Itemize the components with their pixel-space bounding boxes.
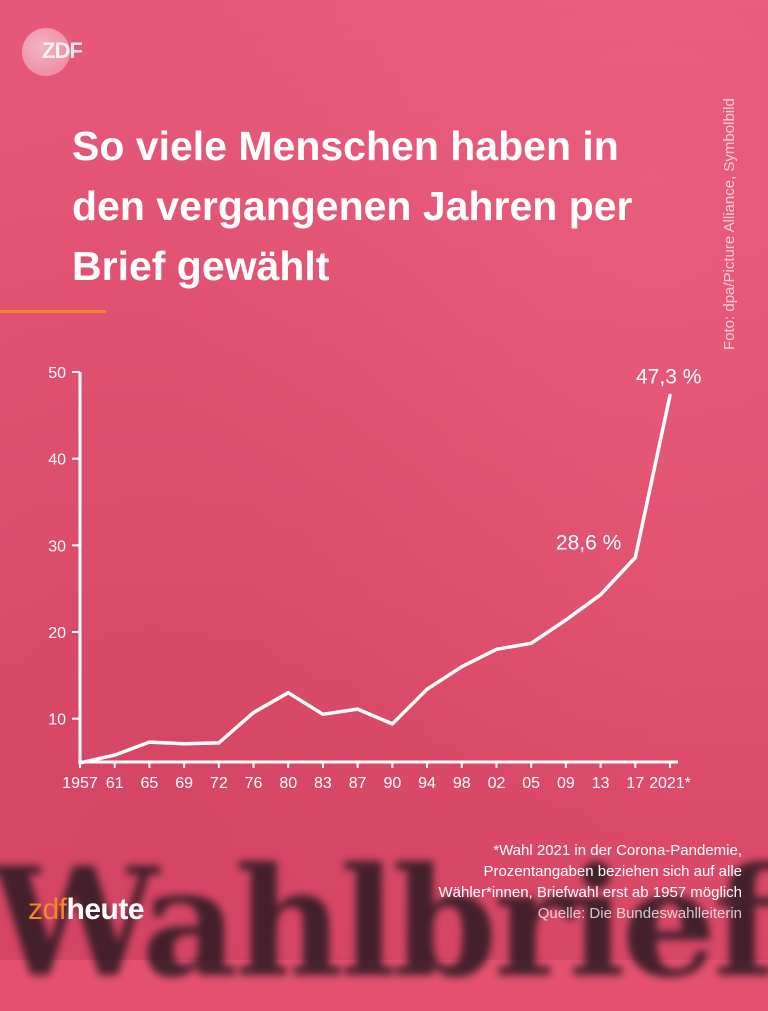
zdf-logo-text: ZDF [42,38,83,63]
x-tick-label: 2021* [649,775,691,792]
source-text: Quelle: Die Bundeswahlleiterin [537,905,742,922]
x-tick-label: 17 [626,775,644,792]
footnote-line-1: *Wahl 2021 in der Corona-Pandemie, [493,842,742,859]
y-tick-label: 40 [48,452,66,469]
footnote-line-2: Prozentangaben beziehen sich auf alle [483,863,742,880]
x-tick-label: 61 [106,775,124,792]
x-tick-label: 83 [314,775,332,792]
brand-part-1: zdf [28,893,67,926]
y-tick-label: 20 [48,625,66,642]
y-tick-label: 50 [48,365,66,382]
y-tick-label: 10 [48,712,66,729]
x-tick-label: 90 [383,775,401,792]
x-tick-label: 02 [488,775,506,792]
brand-part-2: heute [66,893,145,926]
series-line [78,393,672,765]
x-tick-label: 94 [418,775,436,792]
zdfheute-logo: zdfheute [28,893,145,927]
data-label: 28,6 % [556,531,621,554]
background [0,0,768,960]
footnote: *Wahl 2021 in der Corona-Pandemie, Proze… [322,840,743,924]
accent-line [0,310,106,313]
x-tick-label: 80 [279,775,297,792]
zdf-logo-icon [22,28,70,76]
x-tick-label: 76 [245,775,263,792]
x-tick-label: 98 [453,775,471,792]
y-tick-label: 30 [48,538,66,555]
x-tick-label: 65 [141,775,159,792]
x-tick-label: 13 [592,775,610,792]
data-label: 47,3 % [636,365,701,388]
footnote-line-3: Wähler*innen, Briefwahl erst ab 1957 mög… [438,884,743,901]
x-tick-label: 87 [349,775,367,792]
x-tick-label: 05 [522,775,540,792]
line-chart: 10 20 30 40 50 1957 61 65 69 72 76 80 83 87 90 94 98 02 05… [48,365,701,792]
x-tick-label: 1957 [62,775,98,792]
x-tick-label: 69 [175,775,193,792]
x-tick-label: 72 [210,775,228,792]
x-tick-label: 09 [557,775,575,792]
page-title: So viele Menschen haben in den vergangen… [72,123,633,289]
